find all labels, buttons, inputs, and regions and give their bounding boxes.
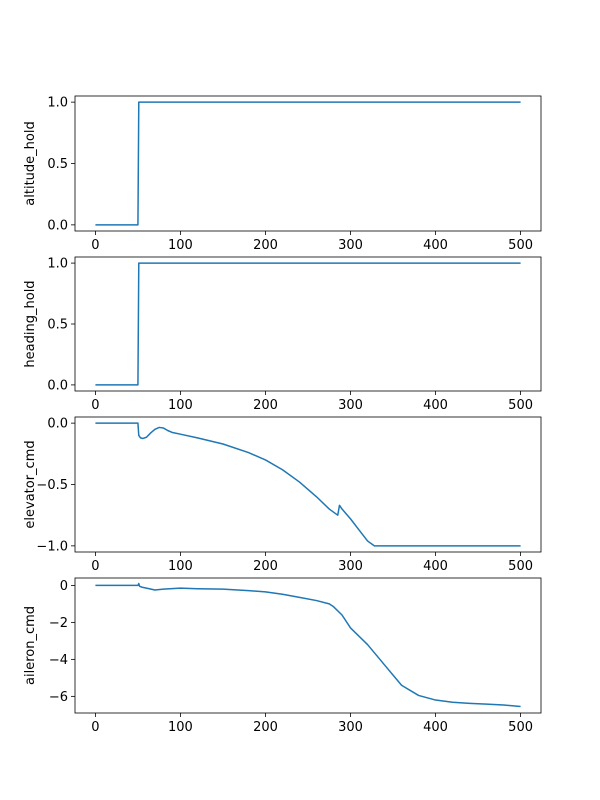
subplot-1: 0 100 200 300 400 500 0.0 0.5 1.0 altitude_hold bbox=[23, 95, 542, 253]
axes-frame bbox=[74, 577, 542, 714]
y-tick-label: 1.0 bbox=[47, 257, 68, 272]
x-tick-label: 100 bbox=[168, 720, 193, 735]
y-axis-label: aileron_cmd bbox=[23, 606, 38, 685]
x-tick-label: 0 bbox=[91, 398, 99, 413]
x-tick-label: 300 bbox=[338, 720, 363, 735]
x-tick-label: 200 bbox=[253, 720, 278, 735]
y-tick-label: 0.0 bbox=[47, 417, 68, 432]
y-tick-label: −2 bbox=[49, 616, 68, 631]
x-tick-label: 500 bbox=[508, 238, 533, 253]
y-axis-label: elevator_cmd bbox=[23, 440, 38, 528]
x-tick-label: 100 bbox=[168, 398, 193, 413]
series-line bbox=[95, 262, 521, 386]
x-tick-label: 400 bbox=[423, 398, 448, 413]
series-line bbox=[95, 582, 521, 708]
y-tick-label: 0.5 bbox=[47, 318, 68, 333]
x-tick-label: 0 bbox=[91, 559, 99, 574]
x-tick-label: 400 bbox=[423, 720, 448, 735]
y-tick-label: 0.0 bbox=[47, 378, 68, 393]
x-tick-label: 300 bbox=[338, 559, 363, 574]
y-tick-label: −0.5 bbox=[36, 478, 68, 493]
subplot-4: 0 100 200 300 400 500 −6 −4 −2 0 aileron_cmd bbox=[23, 577, 542, 735]
x-tick-label: 200 bbox=[253, 398, 278, 413]
axes-frame bbox=[74, 416, 542, 553]
x-tick-label: 500 bbox=[508, 720, 533, 735]
y-axis-label: altitude_hold bbox=[23, 121, 38, 205]
x-tick-label: 0 bbox=[91, 720, 99, 735]
x-tick-label: 300 bbox=[338, 398, 363, 413]
y-tick-label: 1.0 bbox=[47, 96, 68, 111]
y-tick-label: −6 bbox=[49, 690, 68, 705]
axes-frame bbox=[74, 95, 542, 232]
subplot-2: 0 100 200 300 400 500 0.0 0.5 1.0 heading_hold bbox=[23, 256, 542, 413]
y-tick-label: 0.5 bbox=[47, 157, 68, 172]
x-tick-label: 400 bbox=[423, 238, 448, 253]
x-tick-label: 500 bbox=[508, 398, 533, 413]
x-tick-label: 200 bbox=[253, 238, 278, 253]
x-tick-label: 400 bbox=[423, 559, 448, 574]
y-tick-label: −4 bbox=[49, 653, 68, 668]
x-tick-label: 500 bbox=[508, 559, 533, 574]
x-tick-label: 300 bbox=[338, 238, 363, 253]
series-line bbox=[95, 101, 521, 226]
x-tick-label: 100 bbox=[168, 238, 193, 253]
subplot-3: 0 100 200 300 400 500 −1.0 −0.5 0.0 elevator_cmd bbox=[23, 416, 542, 574]
y-tick-label: 0 bbox=[60, 579, 68, 594]
x-tick-label: 200 bbox=[253, 559, 278, 574]
x-tick-label: 0 bbox=[91, 238, 99, 253]
y-tick-label: −1.0 bbox=[36, 539, 68, 554]
axes-frame bbox=[74, 256, 542, 392]
y-axis-label: heading_hold bbox=[23, 280, 38, 367]
series-line bbox=[95, 422, 521, 547]
y-tick-label: 0.0 bbox=[47, 218, 68, 233]
x-tick-label: 100 bbox=[168, 559, 193, 574]
